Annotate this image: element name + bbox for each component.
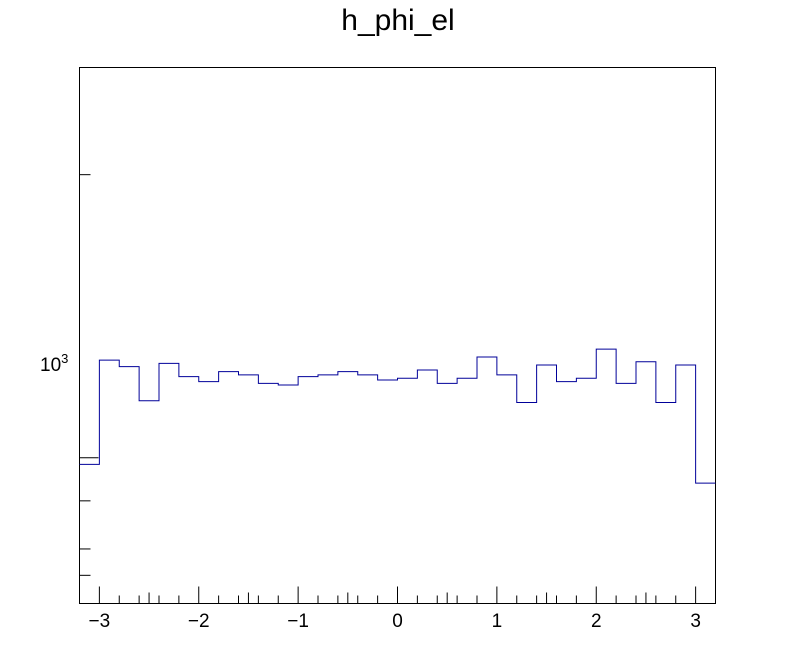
x-axis-tick-labels: −3 −2 −1 0 1 2 3 <box>89 611 701 632</box>
histogram-line <box>79 348 716 484</box>
x-tick-label: −1 <box>287 611 309 632</box>
x-axis-ticks <box>79 586 716 604</box>
x-tick-label: −2 <box>188 611 210 632</box>
plot-frame <box>79 67 716 604</box>
x-tick-label: 0 <box>392 611 403 632</box>
x-tick-label: 1 <box>492 611 503 632</box>
chart-title: h_phi_el <box>341 4 455 37</box>
y-axis-ticks <box>79 174 99 604</box>
y-tick-label-exponent: 3 <box>61 351 68 366</box>
y-tick-label-1000: 103 <box>40 351 68 376</box>
x-tick-label: −3 <box>89 611 111 632</box>
x-tick-label: 3 <box>690 611 701 632</box>
x-tick-label: 2 <box>591 611 602 632</box>
